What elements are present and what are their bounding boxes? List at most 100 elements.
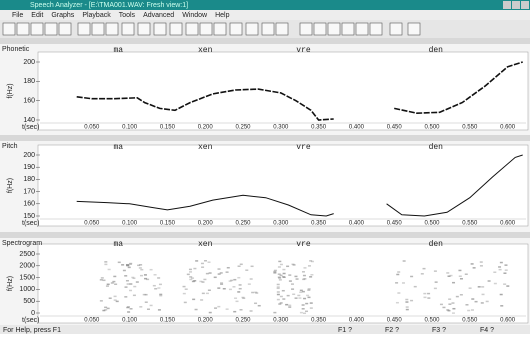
spectrogram-cell xyxy=(121,264,124,266)
toolbar-button[interactable] xyxy=(328,23,340,35)
panel-frame xyxy=(38,52,528,130)
toolbar-button[interactable] xyxy=(78,23,90,35)
spectrogram-cell xyxy=(114,283,117,285)
spectrogram-cell xyxy=(118,262,121,264)
spectrogram-cell xyxy=(214,307,217,309)
spectrogram-cell xyxy=(302,271,305,273)
toolbar-button[interactable] xyxy=(154,23,166,35)
spectrogram-cell xyxy=(406,309,409,311)
panel-label: Spectrogram xyxy=(2,240,42,247)
spectrogram-cell xyxy=(277,299,280,301)
spectrogram-cell xyxy=(402,282,405,284)
toolbar-button[interactable] xyxy=(138,23,150,35)
spectrogram-cell xyxy=(467,310,470,312)
maximize-button[interactable] xyxy=(512,1,520,9)
menu-item[interactable]: Tools xyxy=(119,12,136,19)
toolbar-button[interactable] xyxy=(370,23,382,35)
toolbar-button[interactable] xyxy=(300,23,312,35)
spectrogram-cell xyxy=(273,272,276,274)
toolbar-button[interactable] xyxy=(390,23,402,35)
spectrogram-cell xyxy=(423,268,426,270)
toolbar-button[interactable] xyxy=(106,23,118,35)
spectrogram-cell xyxy=(278,266,281,268)
x-tick-label: 0.600 xyxy=(500,318,516,324)
spectrogram-cell xyxy=(245,269,248,271)
spectrogram-cell xyxy=(233,279,236,281)
spectrogram-cell xyxy=(306,295,309,297)
spectrogram-cell xyxy=(137,265,140,267)
syllable: ma xyxy=(113,240,123,249)
x-tick-label: 0.050 xyxy=(84,221,100,227)
toolbar-button[interactable] xyxy=(3,23,15,35)
x-tick-label: 0.100 xyxy=(122,318,138,324)
spectrogram-cell xyxy=(295,297,298,299)
spectrogram-cell xyxy=(285,304,288,306)
spectrogram-cell xyxy=(126,307,129,309)
toolbar-button[interactable] xyxy=(214,23,226,35)
toolbar-button[interactable] xyxy=(17,23,29,35)
spectrogram-cell xyxy=(291,288,294,290)
menu-item[interactable]: Window xyxy=(182,12,208,19)
menu-item[interactable]: File xyxy=(12,12,23,19)
spectrogram-cell xyxy=(193,268,196,270)
spectrogram-cell xyxy=(465,273,468,275)
y-tick-label: 200 xyxy=(23,152,35,159)
toolbar-button[interactable] xyxy=(122,23,134,35)
toolbar-button[interactable] xyxy=(356,23,368,35)
menu-item[interactable]: Edit xyxy=(31,12,43,19)
syllable: den xyxy=(429,240,444,249)
toolbar-button[interactable] xyxy=(276,23,288,35)
spectrogram-cell xyxy=(442,307,445,309)
spectrogram-cell xyxy=(277,294,280,296)
toolbar-button[interactable] xyxy=(92,23,104,35)
spectrogram-cell xyxy=(157,287,160,289)
toolbar-button[interactable] xyxy=(186,23,198,35)
spectrogram-cell xyxy=(183,293,186,295)
x-tick-label: 0.200 xyxy=(198,125,214,131)
y-tick-label: 200 xyxy=(23,59,35,66)
spectrogram-cell xyxy=(500,294,503,296)
toolbar-button[interactable] xyxy=(408,23,420,35)
spectrogram-cell xyxy=(298,297,301,299)
spectrogram-cell xyxy=(143,294,146,296)
toolbar-button[interactable] xyxy=(170,23,182,35)
x-tick-label: 0.500 xyxy=(424,221,440,227)
syllable: vre xyxy=(296,46,311,55)
x-tick-label: 0.300 xyxy=(273,221,289,227)
toolbar-button[interactable] xyxy=(314,23,326,35)
menu-item[interactable]: Graphs xyxy=(51,12,74,19)
app-window: Speech Analyzer - [E:\TMA001.WAV: Fresh … xyxy=(0,0,530,334)
y-axis-label: f(Hz) xyxy=(7,276,14,291)
spectrogram-cell xyxy=(396,302,399,304)
toolbar-button[interactable] xyxy=(59,23,71,35)
x-tick-label: 0.250 xyxy=(235,318,251,324)
x-axis-label: t(sec) xyxy=(22,220,40,227)
spectrogram-cell xyxy=(506,285,509,287)
spectrogram-cell xyxy=(395,282,398,284)
spectrogram-cell xyxy=(396,274,399,276)
spectrogram-cell xyxy=(500,305,503,307)
menu-item[interactable]: Help xyxy=(215,12,230,19)
toolbar-button[interactable] xyxy=(200,23,212,35)
spectrogram-cell xyxy=(504,264,507,266)
toolbar-button[interactable] xyxy=(230,23,242,35)
menu-item[interactable]: Playback xyxy=(82,12,111,19)
spectrogram-cell xyxy=(189,271,192,273)
spectrogram-cell xyxy=(302,279,305,281)
syllable: den xyxy=(429,46,444,55)
toolbar-button[interactable] xyxy=(262,23,274,35)
spectrogram-cell xyxy=(106,285,109,287)
close-button[interactable] xyxy=(521,1,529,9)
spectrogram-cell xyxy=(434,270,437,272)
toolbar-button[interactable] xyxy=(342,23,354,35)
toolbar-button[interactable] xyxy=(31,23,43,35)
spectrogram-cell xyxy=(478,286,481,288)
x-tick-label: 0.250 xyxy=(235,221,251,227)
spectrogram-cell xyxy=(448,298,451,300)
toolbar-button[interactable] xyxy=(246,23,258,35)
toolbar-button[interactable] xyxy=(45,23,57,35)
minimize-button[interactable] xyxy=(503,1,511,9)
spectrogram-cell xyxy=(236,301,239,303)
spectrogram-cell xyxy=(486,301,489,303)
menu-item[interactable]: Advanced xyxy=(143,12,174,19)
